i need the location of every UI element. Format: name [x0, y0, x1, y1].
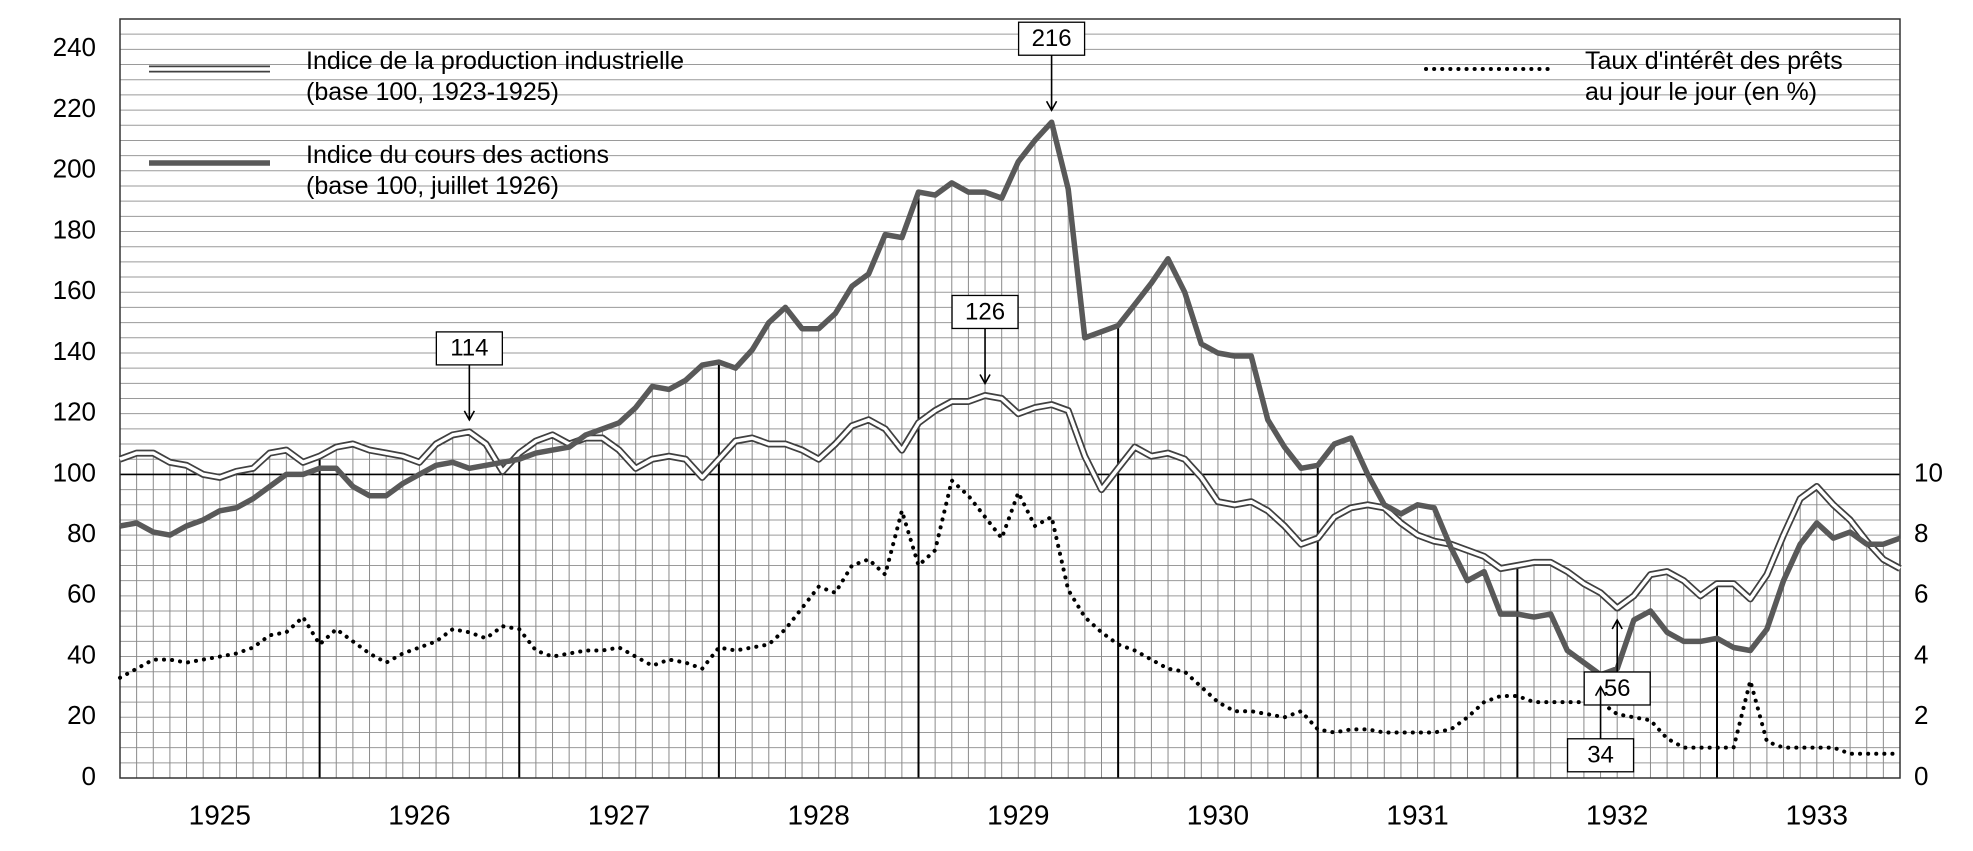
y-tick-label: 220	[53, 93, 96, 123]
y-tick-label: 40	[67, 639, 96, 669]
annotation-box	[1583, 671, 1651, 706]
series-line-inner	[119, 393, 1901, 610]
x-tick-label: 1928	[788, 799, 850, 830]
annotation-label: 126	[965, 298, 1005, 325]
y2-tick-label: 8	[1914, 518, 1928, 548]
annotation-arrowhead	[463, 410, 476, 422]
x-tick-label: 1933	[1786, 799, 1848, 830]
x-tick-label: 1925	[189, 799, 251, 830]
annotation-arrowhead	[979, 374, 991, 386]
annotation-box	[1566, 738, 1635, 773]
y-tick-label: 80	[67, 518, 96, 548]
annotation-label: 216	[1032, 25, 1072, 52]
annotation-label: 56	[1604, 675, 1631, 702]
y-tick-label: 0	[82, 761, 96, 791]
x-tick-label: 1932	[1586, 799, 1648, 830]
x-tick-label: 1929	[987, 799, 1049, 830]
y2-tick-label: 10	[1914, 457, 1943, 487]
plot-frame	[119, 18, 1901, 779]
y-tick-label: 20	[67, 700, 96, 730]
y2-tick-label: 6	[1914, 579, 1928, 609]
legend-label: Taux d'intérêt des prêts au jour le jour…	[1585, 47, 1843, 106]
y-tick-label: 180	[53, 214, 96, 244]
annotation-arrowhead	[1594, 685, 1607, 697]
annotation-box	[1017, 21, 1086, 56]
annotation-box	[435, 331, 503, 366]
legend-label: Indice du cours des actions (base 100, j…	[306, 141, 609, 200]
y-tick-label: 160	[53, 275, 96, 305]
y-tick-label: 100	[53, 457, 96, 487]
x-tick-label: 1931	[1386, 799, 1448, 830]
y-tick-label: 240	[53, 32, 96, 62]
x-tick-label: 1926	[388, 799, 450, 830]
y-tick-label: 140	[53, 336, 96, 366]
legend-label: Indice de la production industrielle (ba…	[306, 47, 685, 106]
annotation-label: 114	[450, 335, 488, 362]
y2-tick-label: 4	[1914, 639, 1928, 669]
y-tick-label: 60	[67, 579, 96, 609]
y-tick-label: 120	[53, 397, 96, 427]
annotation-box	[951, 294, 1019, 330]
y-tick-label: 200	[53, 154, 96, 184]
annotation-label: 34	[1587, 742, 1614, 769]
x-tick-label: 1927	[588, 799, 650, 830]
series-line	[118, 478, 1902, 756]
annotation-arrowhead	[1045, 100, 1058, 112]
y2-tick-label: 0	[1914, 761, 1928, 791]
series-line	[118, 392, 1902, 612]
annotation-arrowhead	[1611, 618, 1623, 630]
y2-tick-label: 2	[1914, 700, 1928, 730]
x-tick-label: 1930	[1187, 799, 1249, 830]
